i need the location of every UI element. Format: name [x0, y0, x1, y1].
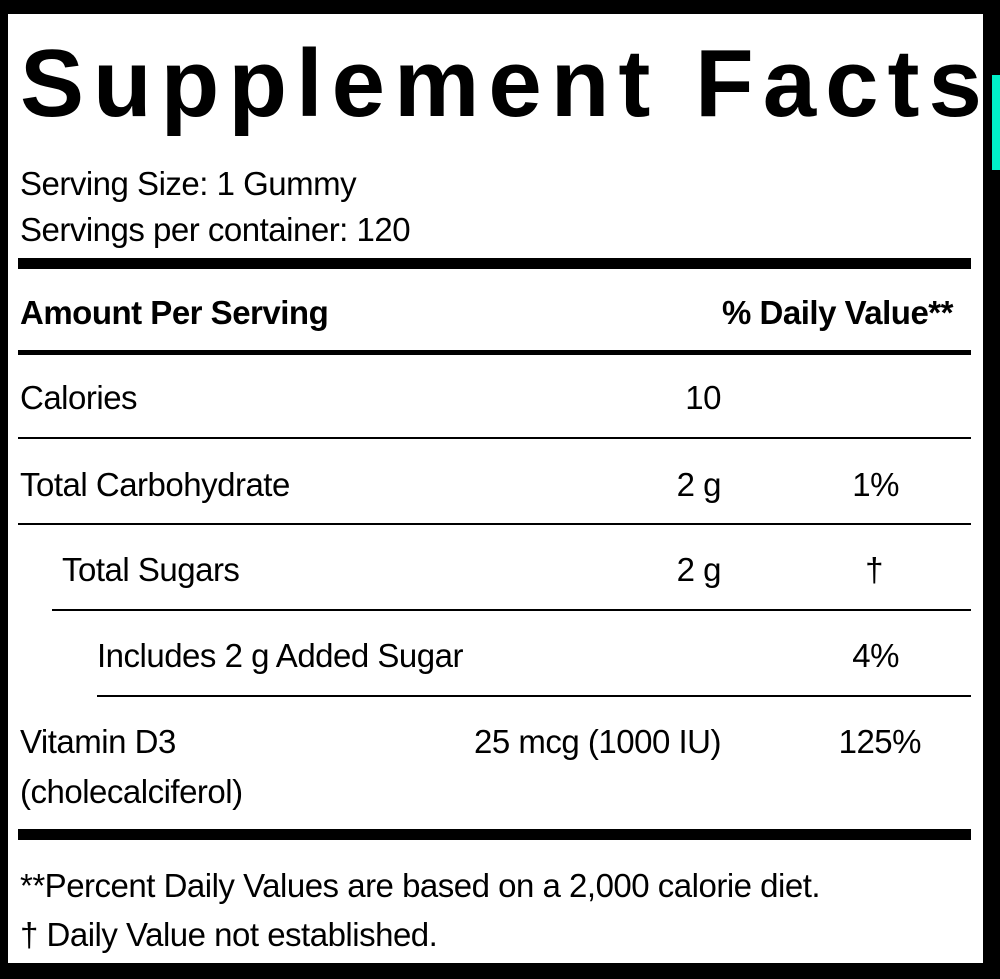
row-calories-amount: 10 [685, 379, 721, 416]
divider [52, 609, 971, 611]
row-vitamin-d3-dv: 125% [838, 723, 922, 760]
row-vitamin-d3-name: Vitamin D3 [20, 723, 176, 760]
thick-divider [18, 258, 971, 269]
accent-bar [992, 75, 1000, 170]
page-title: Supplement Facts [20, 30, 991, 137]
row-vitamin-d3-amount: 25 mcg (1000 IU) [474, 723, 721, 760]
row-added-sugar-dv: 4% [852, 637, 899, 674]
footnote-daily-values: **Percent Daily Values are based on a 2,… [20, 867, 821, 904]
row-total-sugars-dv: † [865, 551, 883, 588]
serving-size: Serving Size: 1 Gummy [20, 165, 357, 202]
divider [18, 523, 971, 525]
footnote-not-established: † Daily Value not established. [20, 916, 438, 953]
row-total-carbohydrate-dv: 1% [852, 466, 899, 503]
row-added-sugar-name: Includes 2 g Added Sugar [97, 637, 463, 674]
row-vitamin-d3-name-line2: (cholecalciferol) [20, 773, 243, 810]
servings-per-container: Servings per container: 120 [20, 211, 411, 248]
row-total-sugars-amount: 2 g [676, 551, 722, 588]
header-daily-value: % Daily Value** [722, 294, 953, 331]
row-total-sugars-name: Total Sugars [62, 551, 240, 588]
divider [18, 437, 971, 439]
thick-divider [18, 829, 971, 840]
divider [97, 695, 971, 697]
supplement-facts-panel: Supplement Facts Serving Size: 1 Gummy S… [8, 14, 983, 963]
divider [18, 350, 971, 355]
row-calories-name: Calories [20, 379, 138, 416]
row-total-carbohydrate-name: Total Carbohydrate [20, 466, 290, 503]
row-total-carbohydrate-amount: 2 g [676, 466, 722, 503]
header-amount: Amount Per Serving [20, 294, 329, 331]
